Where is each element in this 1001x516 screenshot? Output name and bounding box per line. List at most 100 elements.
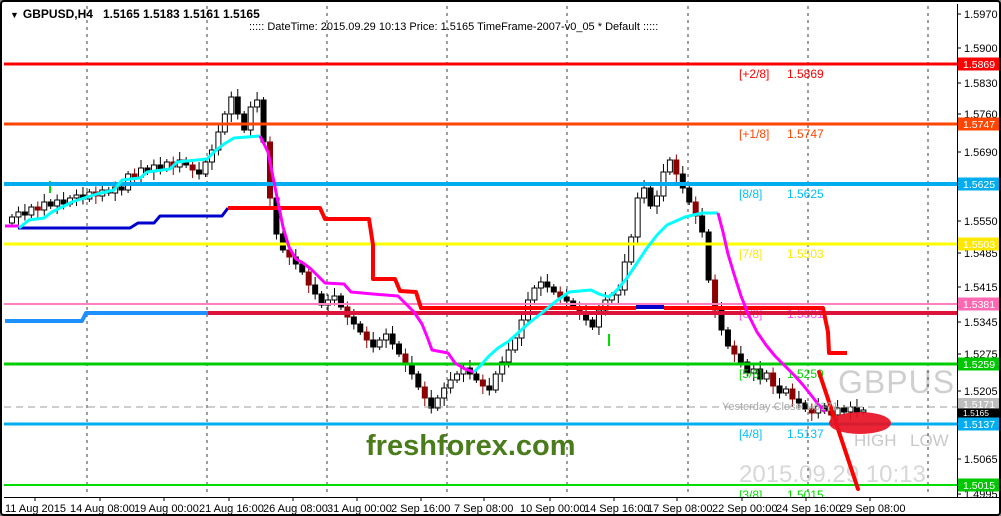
candle-body [415, 373, 422, 388]
candle-body [396, 343, 402, 355]
murrey-value: 1.5503 [787, 247, 824, 261]
symbol-period-label: GBPUSD,H4 [22, 7, 93, 21]
price-tick-label: 1.5550 [964, 216, 998, 228]
candle-body [189, 164, 196, 171]
candle-body [234, 96, 241, 115]
time-tick-label: 24 Sep 16:00 [776, 503, 841, 515]
candle-body [60, 199, 67, 205]
price-badge [958, 408, 999, 418]
candle-body [305, 271, 312, 286]
ma-cyan-2 [472, 211, 718, 374]
candle-body [389, 333, 396, 345]
murrey-value: 1.5625 [787, 187, 824, 201]
candle-body [331, 295, 338, 301]
candle-body [73, 194, 80, 199]
time-tick-label: 22 Sep 00:00 [712, 503, 777, 515]
indicator-info-line: ::::: DateTime: 2015.09.29 10:13 Price: … [249, 21, 659, 33]
candle-body [15, 211, 22, 218]
candle-body [750, 368, 757, 374]
candle-body [544, 281, 551, 288]
price-badge [958, 398, 999, 410]
candle-body [41, 201, 48, 211]
candle-body [473, 373, 480, 381]
price-tick-label: 1.5970 [964, 9, 998, 21]
candle-body [860, 409, 867, 413]
price-badge-label: 1.5165 [963, 408, 989, 418]
candle-body [428, 397, 435, 409]
candle-body [699, 215, 706, 233]
price-badge [958, 177, 999, 191]
price-badge [958, 357, 999, 371]
candle-body [641, 187, 648, 199]
candle-body [434, 397, 441, 409]
candle-body [383, 333, 390, 341]
candle-body [34, 206, 41, 211]
price-badge-label: 1.5869 [963, 59, 995, 71]
candle-body [260, 99, 267, 143]
candle-body [763, 372, 770, 380]
candle-body [712, 279, 719, 311]
datetime-watermark: 2015.09.29 10:13 [739, 461, 926, 488]
time-tick-label: 14 Sep 16:00 [584, 503, 649, 515]
candle-body [350, 316, 357, 325]
highlight-ellipse[interactable] [829, 412, 891, 434]
candle-body [634, 197, 641, 238]
time-tick-label: 21 Aug 16:00 [199, 503, 264, 515]
candle-body [853, 406, 860, 413]
price-badge [958, 117, 999, 131]
candle-body [770, 372, 777, 387]
candle-body [21, 211, 28, 216]
price-badge-label: 1.5259 [963, 359, 995, 371]
candle-body [666, 159, 673, 173]
candle-body [744, 361, 751, 374]
candle-body [537, 281, 544, 289]
price-tick-label: 1.5900 [964, 43, 998, 55]
price-badge [958, 417, 999, 431]
candle-body [686, 187, 693, 203]
price-tick-label: 1.5690 [964, 147, 998, 159]
broker-watermark: freshforex.com [366, 430, 576, 462]
time-tick-label: 19 Aug 00:00 [134, 503, 199, 515]
candle-body [54, 199, 61, 207]
candle-body [363, 331, 370, 341]
candle-body [705, 231, 712, 281]
murrey-label: [5/8] [739, 367, 762, 381]
candle-body [783, 388, 789, 394]
time-tick-label: 7 Sep 08:00 [454, 503, 513, 515]
chevron-down-icon[interactable]: ▼ [10, 10, 19, 20]
candle-body [196, 169, 203, 175]
candle-body [834, 407, 841, 416]
candle-body [654, 195, 660, 207]
candle-body [228, 96, 235, 115]
time-tick-label: 14 Aug 08:00 [70, 503, 135, 515]
symbol-watermark: GBPUSD [838, 364, 980, 400]
high-watermark: HIGH [854, 431, 897, 450]
trend-navy-1 [18, 207, 230, 230]
price-badge [958, 237, 999, 251]
price-tick-label: 1.5345 [964, 317, 998, 329]
candle-body [795, 398, 802, 404]
ma-cyan-1 [18, 134, 261, 230]
candle-body [776, 385, 783, 394]
time-tick-label: 2 Sep 16:00 [391, 503, 450, 515]
murrey-label: [8/8] [739, 187, 762, 201]
ma-magenta-2 [716, 212, 827, 413]
candle-body [808, 408, 815, 414]
candle-body [486, 385, 493, 391]
ma-magenta-1 [258, 135, 475, 374]
candle-body [673, 159, 680, 175]
price-badge [958, 57, 999, 71]
candle-body [157, 164, 164, 170]
candle-body [441, 387, 448, 399]
price-badge-label: 1.5015 [963, 480, 995, 492]
murrey-value: 1.5869 [787, 67, 824, 81]
candle-body [279, 233, 286, 251]
candle-body [789, 388, 796, 400]
candle-body [241, 113, 248, 131]
price-badge-label: 1.5381 [963, 299, 995, 311]
candle-body [679, 173, 686, 189]
candle-body [512, 337, 519, 351]
trend-red-1 [228, 206, 636, 310]
